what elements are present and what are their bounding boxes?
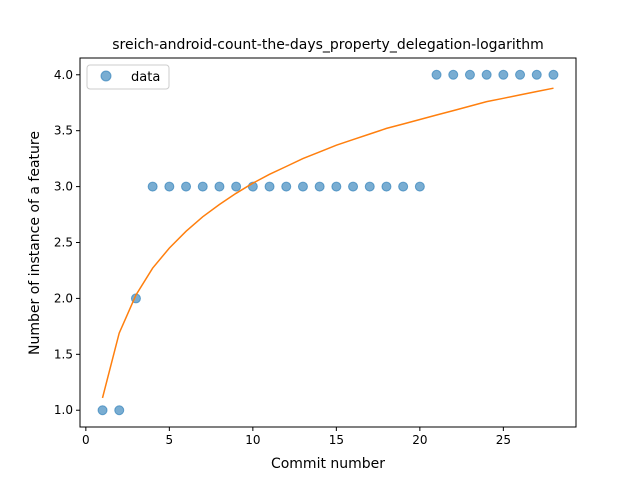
axes-frame — [79, 57, 577, 428]
x-axis-label: Commit number — [271, 456, 385, 472]
data-point — [414, 181, 425, 192]
data-point — [181, 181, 192, 192]
data-point — [448, 69, 459, 80]
y-tick-label: 2.5 — [54, 236, 73, 250]
x-tick-label: 25 — [496, 433, 511, 447]
data-point — [214, 181, 225, 192]
data-point — [431, 69, 442, 80]
data-point — [481, 69, 492, 80]
data-point — [515, 69, 526, 80]
legend-marker-data — [100, 70, 112, 82]
data-point — [398, 181, 409, 192]
data-point — [297, 181, 308, 192]
data-point — [147, 181, 158, 192]
chart-title: sreich-android-count-the-days_property_d… — [112, 37, 544, 53]
x-tick-label: 0 — [82, 433, 90, 447]
data-point — [381, 181, 392, 192]
data-point — [114, 405, 125, 416]
data-point — [498, 69, 509, 80]
data-point — [314, 181, 325, 192]
x-tick-label: 10 — [245, 433, 260, 447]
x-tick-label: 15 — [329, 433, 344, 447]
y-tick-label: 1.0 — [54, 403, 73, 417]
axis-ticks: 0 5 10 15 20 25 1.0 1.5 2.0 2.5 3.0 3.5 4.0 — [54, 68, 511, 447]
legend: data — [86, 64, 170, 90]
data-point — [164, 181, 175, 192]
data-point — [548, 69, 559, 80]
plot-area — [97, 69, 559, 416]
data-point — [97, 405, 108, 416]
y-tick-label: 3.5 — [54, 124, 73, 138]
y-tick-label: 2.0 — [54, 291, 73, 305]
data-point — [264, 181, 275, 192]
data-point — [197, 181, 208, 192]
y-tick-label: 3.0 — [54, 180, 73, 194]
data-point — [464, 69, 475, 80]
data-point — [281, 181, 292, 192]
x-tick-label: 20 — [412, 433, 427, 447]
legend-label-data: data — [131, 70, 160, 85]
data-point — [364, 181, 375, 192]
fit-line — [101, 87, 554, 399]
data-point — [331, 181, 342, 192]
data-point — [531, 69, 542, 80]
x-tick-label: 5 — [166, 433, 174, 447]
data-point — [231, 181, 242, 192]
y-axis-label: Number of instance of a feature — [27, 131, 43, 355]
data-point — [348, 181, 359, 192]
y-tick-label: 1.5 — [54, 347, 73, 361]
y-tick-label: 4.0 — [54, 68, 73, 82]
